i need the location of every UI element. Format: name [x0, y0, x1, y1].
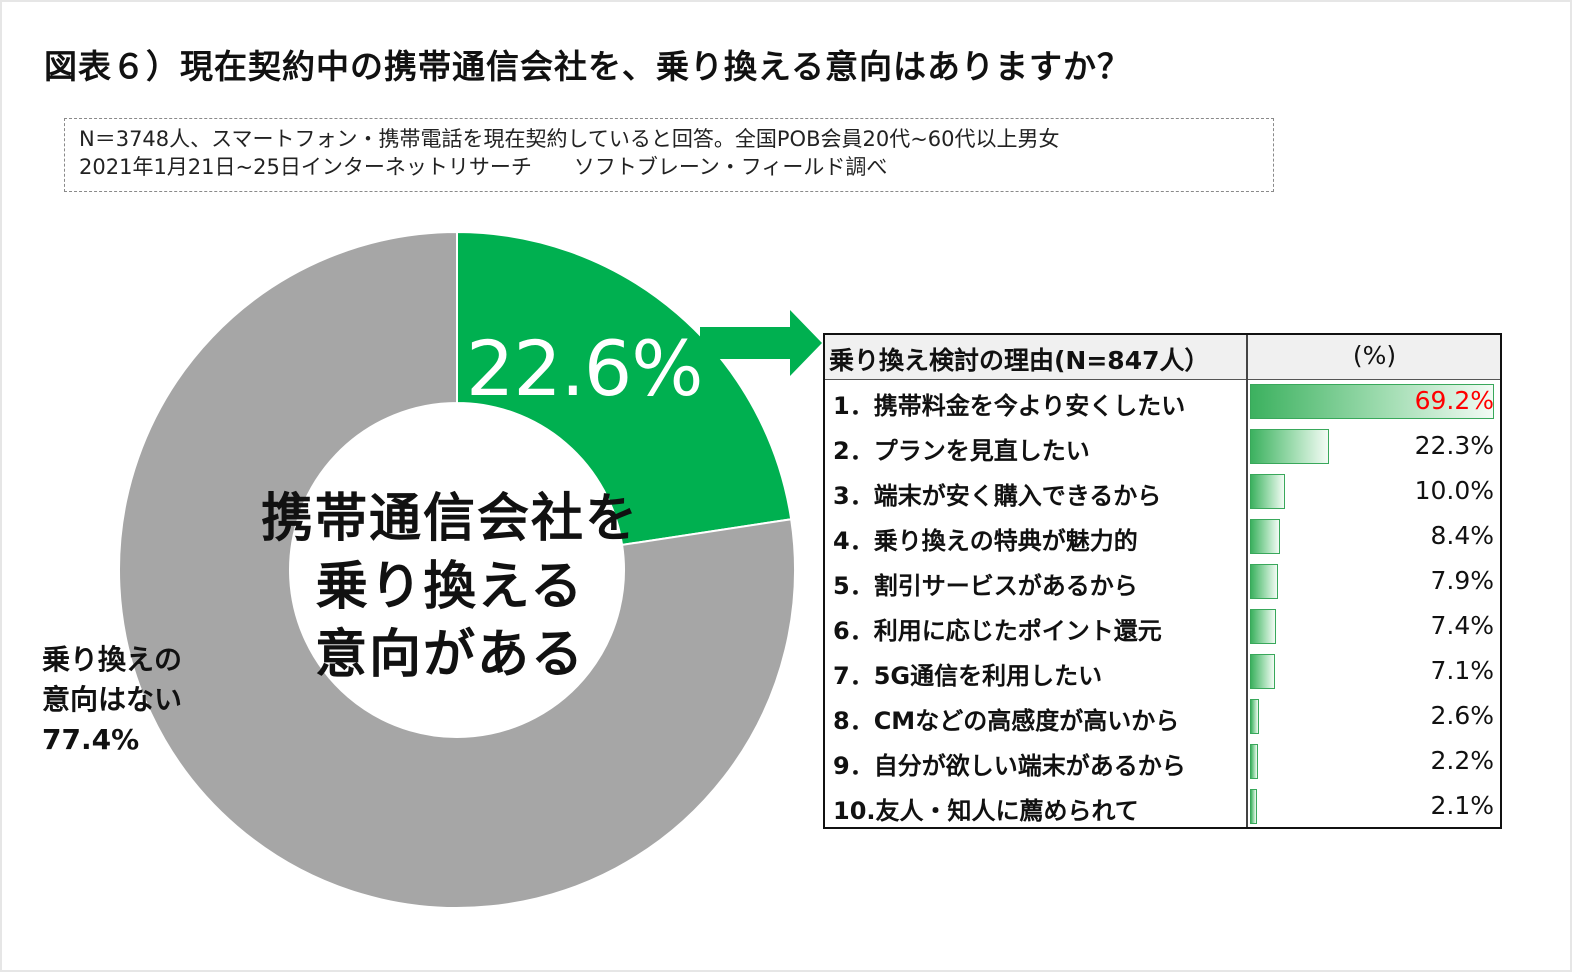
donut-center-label: 携帯通信会社を 乗り換える 意向がある: [240, 485, 660, 689]
reasons-header-label: 乗り換え検討の理由(N=847人）: [829, 346, 1210, 375]
reason-bar: [1250, 429, 1329, 464]
reason-row: 10.友人・知人に薦められて 2.1%: [825, 785, 1500, 830]
reason-row: 8．CMなどの高感度が高いから 2.6%: [825, 695, 1500, 740]
reason-value: 8.4%: [1430, 521, 1494, 550]
reason-bar: [1250, 519, 1280, 554]
survey-note-line-1: N＝3748人、スマートフォン・携帯電話を現在契約していると回答。全国POB会員…: [79, 127, 1060, 151]
reason-row: 1．携帯料金を今より安くしたい 69.2%: [825, 380, 1500, 425]
reason-row: 9．自分が欲しい端末があるから 2.2%: [825, 740, 1500, 785]
reason-row: 6．利用に応じたポイント還元 7.4%: [825, 605, 1500, 650]
reason-label: 10.友人・知人に薦められて: [833, 797, 1139, 825]
reason-label: 4．乗り換えの特典が魅力的: [833, 527, 1138, 555]
reason-value: 2.2%: [1430, 746, 1494, 775]
survey-note-line-2: 2021年1月21日~25日インターネットリサーチ ソフトブレーン・フィールド調…: [79, 155, 888, 179]
arrow-right-icon: [700, 310, 822, 376]
survey-note: N＝3748人、スマートフォン・携帯電話を現在契約していると回答。全国POB会員…: [64, 118, 1274, 192]
reason-value: 7.9%: [1430, 566, 1494, 595]
no-switch-label-line-1: 乗り換えの: [42, 643, 183, 676]
reason-bar: [1250, 474, 1286, 509]
donut-slice-no-switch: [118, 230, 796, 909]
reasons-table-header: 乗り換え検討の理由(N=847人） (%): [825, 335, 1500, 380]
reason-bar: [1250, 789, 1258, 824]
reasons-table: 乗り換え検討の理由(N=847人） (%) 1．携帯料金を今より安くしたい 69.…: [823, 333, 1502, 829]
reason-bar: [1250, 699, 1260, 734]
reason-bar: [1250, 384, 1494, 419]
reason-value: 2.1%: [1430, 791, 1494, 820]
column-divider: [1246, 335, 1248, 827]
reason-bar: [1250, 654, 1276, 689]
donut-slice-switch: [456, 230, 793, 547]
reason-label: 8．CMなどの高感度が高いから: [833, 707, 1180, 735]
donut-center-line-3: 意向がある: [314, 625, 585, 685]
page-title: 図表６）現在契約中の携帯通信会社を、乗り換える意向はありますか？: [44, 47, 1132, 86]
donut-center-line-1: 携帯通信会社を: [260, 489, 639, 549]
reason-row: 2．プランを見直したい 22.3%: [825, 425, 1500, 470]
reason-row: 5．割引サービスがあるから 7.9%: [825, 560, 1500, 605]
reason-value: 2.6%: [1430, 701, 1494, 730]
reason-row: 3．端末が安く購入できるから 10.0%: [825, 470, 1500, 515]
switch-percentage-label: 22.6%: [466, 324, 703, 413]
no-switch-label-line-2: 意向はない: [42, 683, 183, 716]
reason-label: 5．割引サービスがあるから: [833, 572, 1138, 600]
reason-row: 4．乗り換えの特典が魅力的 8.4%: [825, 515, 1500, 560]
reason-label: 2．プランを見直したい: [833, 437, 1090, 465]
reason-bar: [1250, 744, 1258, 779]
reason-label: 1．携帯料金を今より安くしたい: [833, 392, 1186, 420]
reasons-header-unit: (%): [1352, 341, 1397, 370]
reason-label: 6．利用に応じたポイント還元: [833, 617, 1162, 645]
reason-bar: [1250, 609, 1277, 644]
donut-center-line-2: 乗り換える: [315, 557, 585, 617]
reason-value: 22.3%: [1414, 431, 1494, 460]
no-switch-percentage: 77.4%: [42, 723, 140, 756]
reason-value: 69.2%: [1414, 386, 1494, 415]
reason-row: 7．5G通信を利用したい 7.1%: [825, 650, 1500, 695]
reason-value: 10.0%: [1414, 476, 1494, 505]
reason-label: 3．端末が安く購入できるから: [833, 482, 1162, 510]
reason-label: 9．自分が欲しい端末があるから: [833, 752, 1186, 780]
reason-label: 7．5G通信を利用したい: [833, 662, 1103, 690]
reason-value: 7.1%: [1430, 656, 1494, 685]
reason-value: 7.4%: [1430, 611, 1494, 640]
reason-bar: [1250, 564, 1278, 599]
no-switch-label: 乗り換えの 意向はない 77.4%: [42, 640, 182, 760]
